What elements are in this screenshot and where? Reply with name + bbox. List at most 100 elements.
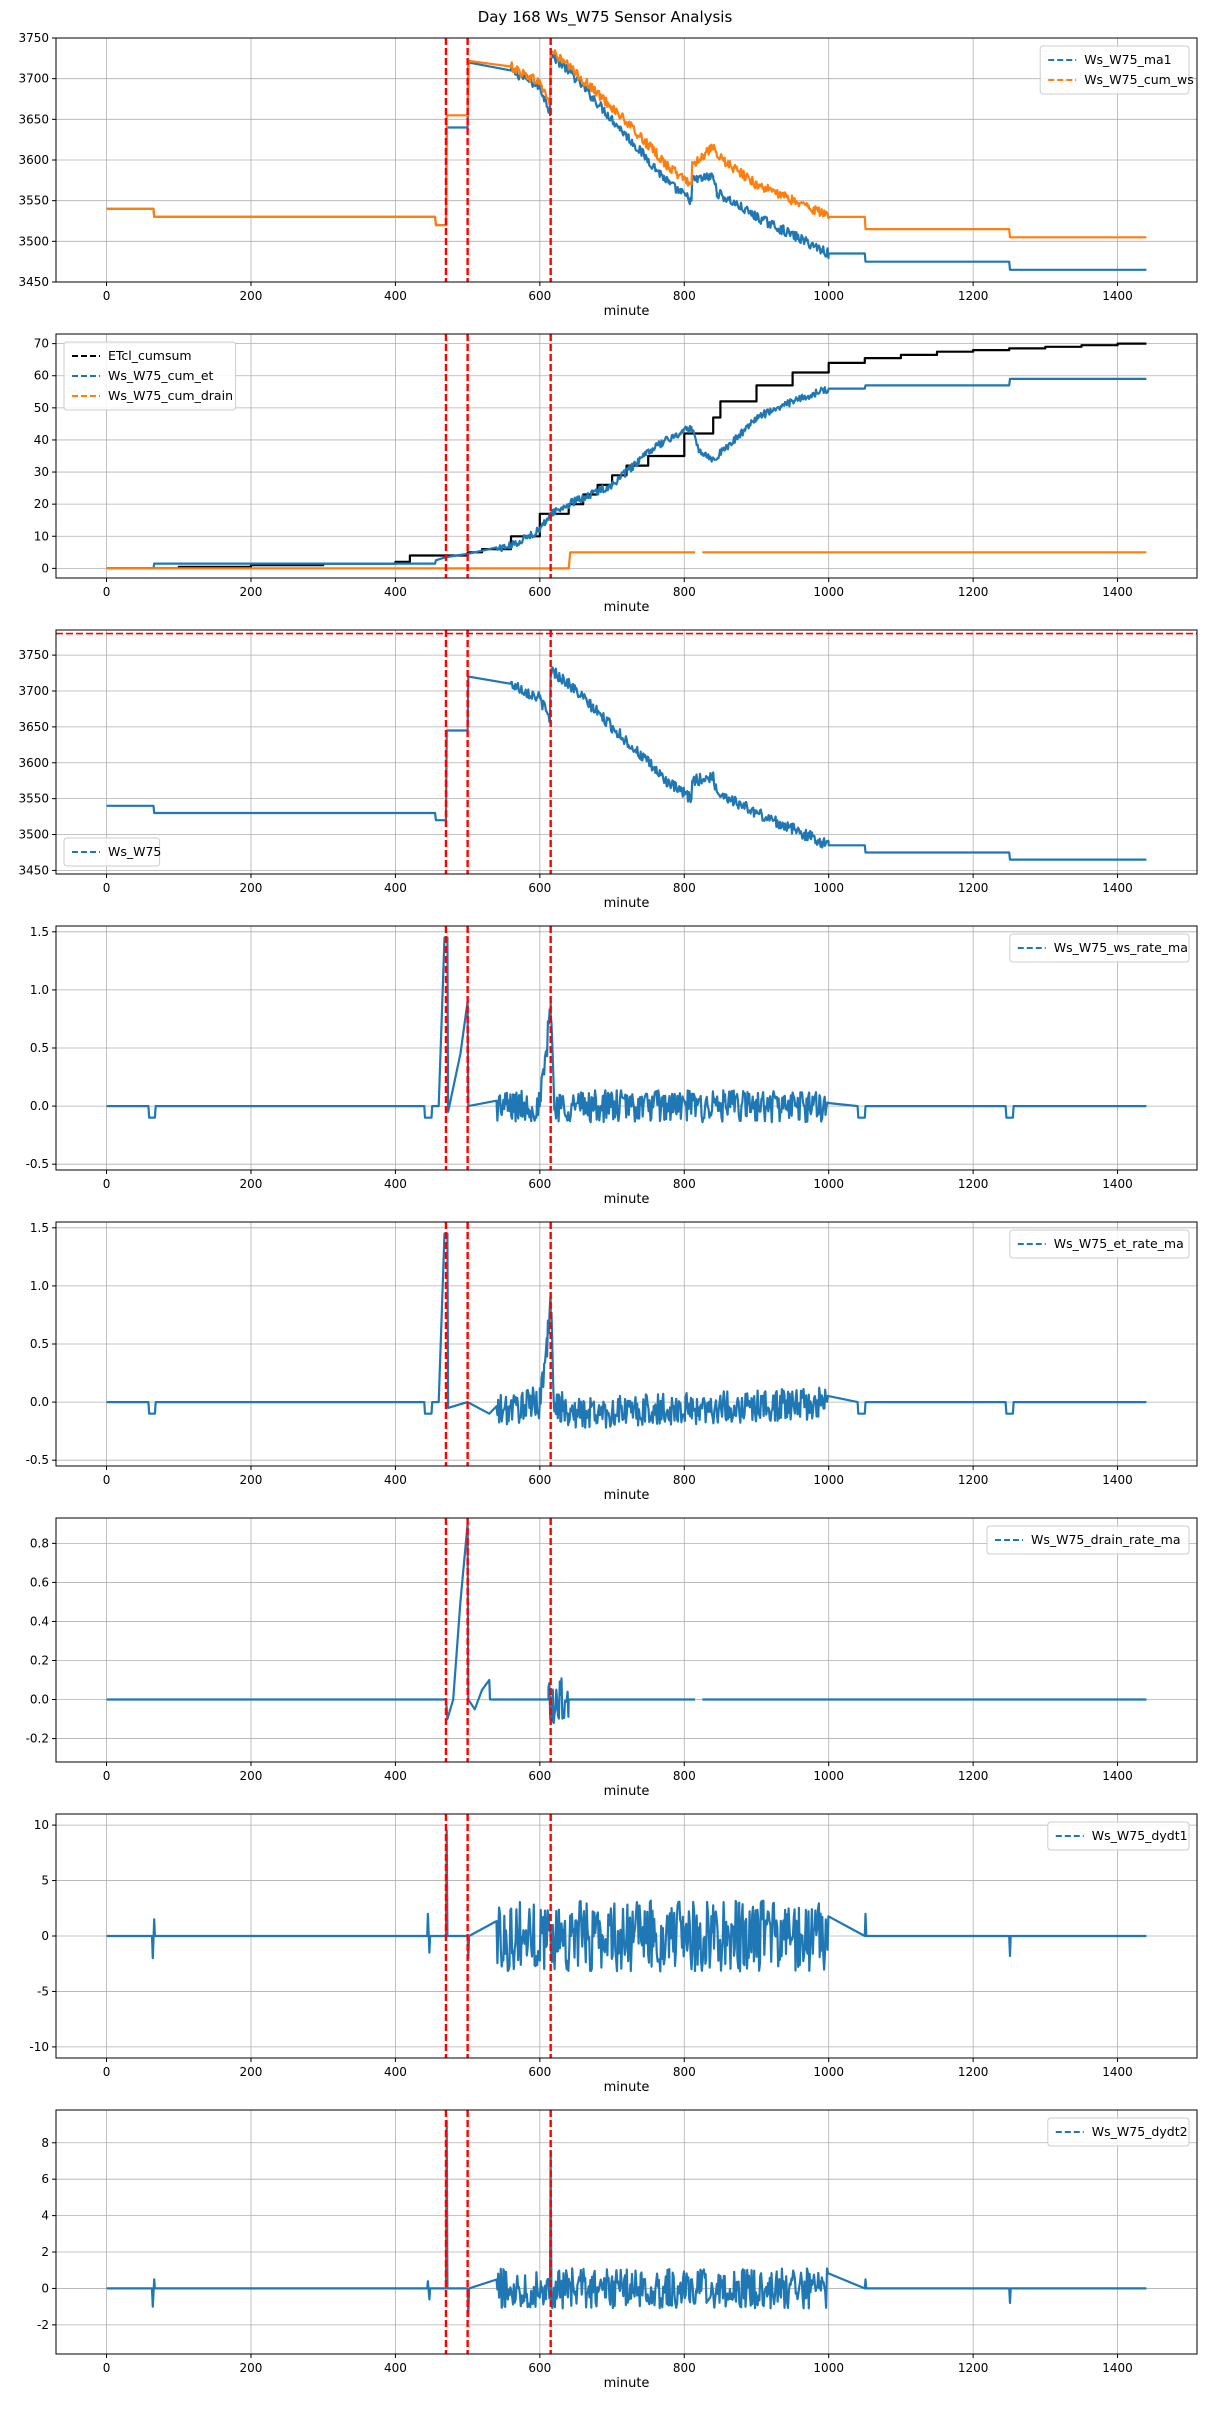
axes-frame [55,629,1198,875]
y-tick-label: 3650 [18,720,49,734]
x-tick-label: 1000 [813,2065,844,2079]
plot-area [106,926,1147,1170]
x-axis-label: minute [604,2080,650,2095]
y-tick-label: 50 [34,401,49,415]
y-tick-label: 10 [34,1818,49,1832]
y-tick-label: 3500 [18,234,49,248]
x-tick-label: 1200 [958,1177,989,1191]
plot-area [106,334,1147,578]
x-tick-label: 600 [528,2361,551,2375]
y-tick-label: 3750 [18,31,49,45]
x-tick-label: 1400 [1102,1473,1133,1487]
x-tick-label: 1000 [813,1177,844,1191]
x-tick-label: 0 [103,2065,111,2079]
x-tick-label: 0 [103,2361,111,2375]
series-line-ETcl_cumsum [106,342,1147,570]
plot-area [106,2110,1147,2354]
y-tick-label: 0.6 [30,1575,49,1589]
x-tick-label: 800 [673,585,696,599]
series-line-Ws_W75_cum_drain [106,551,1147,570]
x-tick-label: 800 [673,1769,696,1783]
x-tick-label: 1000 [813,2361,844,2375]
x-tick-label: 1200 [958,881,989,895]
x-tick-label: 200 [240,585,263,599]
y-tick-label: 0.8 [30,1536,49,1550]
legend: Ws_W75_dydt1 [1047,1821,1190,1851]
y-tick-label: 3450 [18,275,49,289]
x-tick-label: 0 [103,289,111,303]
subplots: 0 200 400 600 800 1000 1200 1400345035003550360… [18,31,1198,2391]
series-line-Ws_W75_ws_rate_ma [106,936,1147,1124]
y-tick-label: -0.5 [26,1157,49,1171]
x-tick-label: 800 [673,1177,696,1191]
legend-label: Ws_W75_cum_drain [108,388,233,403]
x-tick-label: 400 [384,585,407,599]
legend-box [1009,1229,1190,1259]
y-tick-label: 3700 [18,684,49,698]
y-tick-label: 3600 [18,756,49,770]
y-tick-label: 3500 [18,828,49,842]
x-tick-label: 0 [103,1177,111,1191]
y-tick-label: 0.0 [30,1693,49,1707]
x-tick-label: 1200 [958,2065,989,2079]
x-tick-label: 400 [384,1769,407,1783]
x-axis-label: minute [604,304,650,319]
x-tick-label: 800 [673,289,696,303]
y-tick-label: 3650 [18,112,49,126]
y-tick-label: 60 [34,369,49,383]
x-tick-label: 1000 [813,1769,844,1783]
y-tick-label: 10 [34,529,49,543]
x-tick-label: 400 [384,2065,407,2079]
y-tick-label: 6 [41,2172,49,2186]
plot-area [106,38,1147,282]
x-tick-label: 1200 [958,2361,989,2375]
y-tick-label: -10 [29,2040,49,2054]
x-tick-label: 600 [528,881,551,895]
y-tick-label: -0.2 [26,1732,49,1746]
x-tick-label: 600 [528,1769,551,1783]
y-tick-label: 0.5 [30,1337,49,1351]
x-tick-label: 1400 [1102,2065,1133,2079]
y-tick-label: 0 [41,561,49,575]
legend-label: Ws_W75_cum_et [108,368,214,383]
subplot-5: 0 200 400 600 800 1000 1200 1400 -0.5 0.0 0.5 1.0 1.… [26,1221,1198,1503]
y-tick-label: 0.0 [30,1395,49,1409]
legend-label: Ws_W75 [108,844,161,859]
x-tick-label: 200 [240,2361,263,2375]
series-line-Ws_W75 [106,666,1147,861]
x-tick-label: 200 [240,289,263,303]
x-tick-label: 600 [528,1177,551,1191]
legend-label: ETcl_cumsum [108,348,192,363]
legend: Ws_W75_dydt2 [1047,2117,1190,2147]
legend-label: Ws_W75_et_rate_ma [1054,1236,1184,1251]
y-tick-label: 30 [34,465,49,479]
legend-box [1047,2117,1190,2147]
legend-box [986,1525,1190,1555]
series-line-Ws_W75_cum_ws [106,48,1147,239]
x-tick-label: 1400 [1102,1769,1133,1783]
x-tick-label: 1400 [1102,881,1133,895]
subplot-8: 0 200 400 600 800 1000 1200 1400 -2 0 2 4 6 8 minute Ws… [37,2109,1198,2391]
x-tick-label: 0 [103,881,111,895]
series-line-Ws_W75_drain_rate_ma [106,1522,1147,1725]
y-tick-label: 3450 [18,863,49,877]
legend-label: Ws_W75_ma1 [1084,52,1171,67]
plot-area [106,1222,1147,1466]
x-axis-label: minute [604,1192,650,1207]
x-tick-label: 400 [384,289,407,303]
x-tick-label: 600 [528,2065,551,2079]
legend: Ws_W75_drain_rate_ma [986,1525,1190,1555]
x-tick-label: 1400 [1102,1177,1133,1191]
y-tick-label: 0 [41,1929,49,1943]
plot-area [106,1814,1147,2058]
y-tick-label: 1.0 [30,983,49,997]
x-tick-label: 1200 [958,585,989,599]
legend-label: Ws_W75_ws_rate_ma [1054,940,1188,955]
axes-frame [55,333,1198,579]
y-tick-label: 3550 [18,194,49,208]
y-tick-label: 0.0 [30,1099,49,1113]
plot-area [56,630,1197,874]
x-tick-label: 800 [673,2361,696,2375]
x-tick-label: 1200 [958,289,989,303]
x-tick-label: 200 [240,881,263,895]
